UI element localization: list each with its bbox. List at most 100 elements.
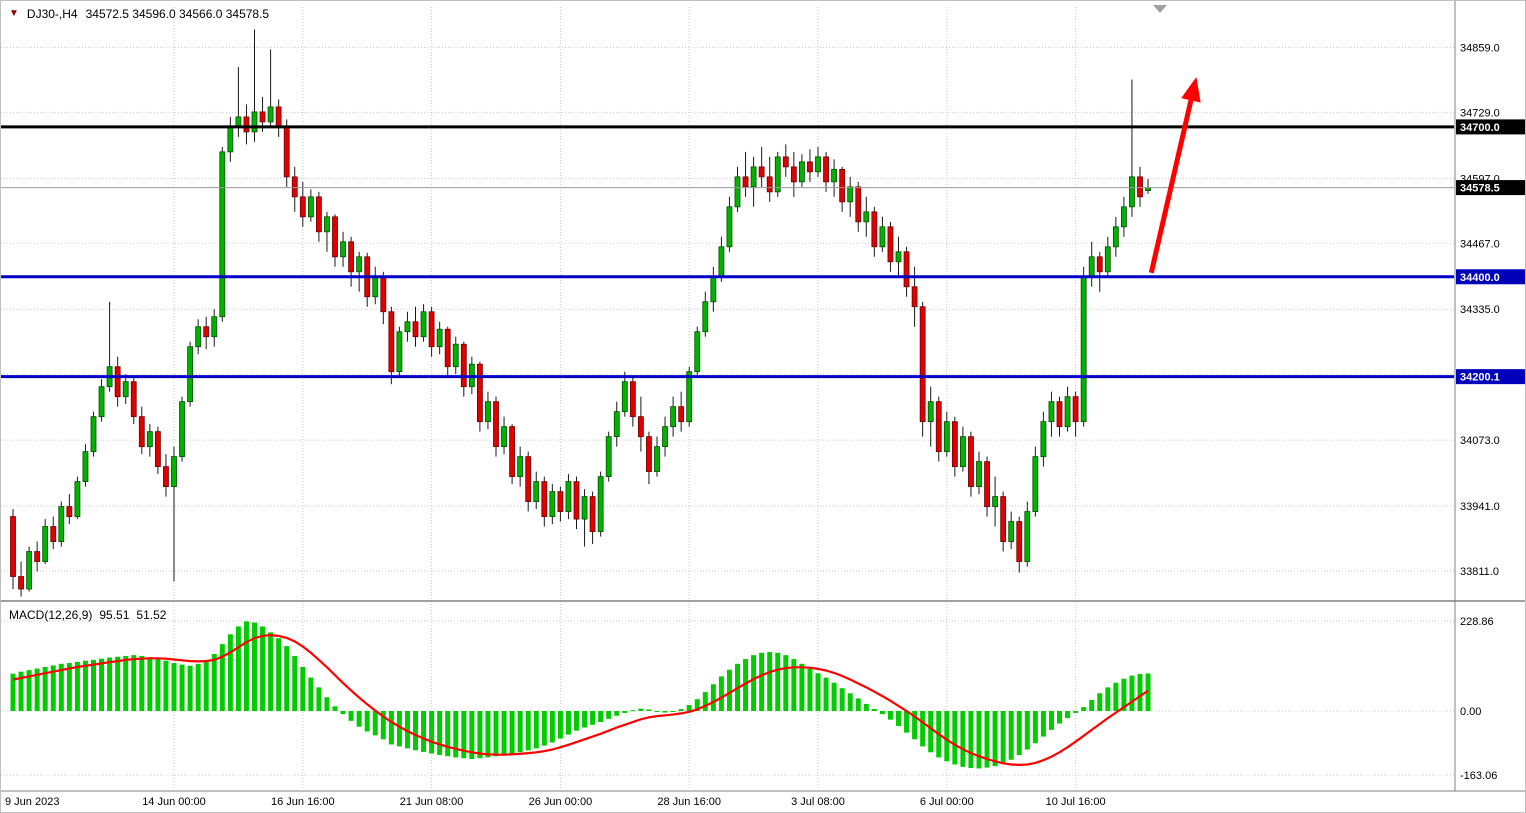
price-axis-label: 34335.0	[1460, 304, 1500, 316]
scroll-to-end-icon[interactable]	[1153, 5, 1167, 13]
candle-up	[251, 111, 258, 133]
macd-histogram-bar	[751, 655, 757, 711]
price-tag-label: 34200.1	[1460, 372, 1500, 384]
macd-histogram-bar	[904, 711, 910, 733]
macd-histogram-bar	[557, 711, 563, 739]
macd-histogram-bar	[574, 711, 579, 731]
candle-up	[654, 446, 660, 473]
macd-histogram-bar	[348, 711, 354, 721]
macd-histogram-bar	[99, 658, 105, 711]
macd-axis-label: 228.86	[1460, 616, 1494, 628]
macd-histogram-bar	[1097, 693, 1103, 711]
macd-histogram-bar	[187, 665, 193, 711]
macd-histogram-bar	[582, 711, 588, 728]
candle-up	[621, 381, 628, 413]
candle-up	[1080, 276, 1087, 423]
price-tag	[1456, 369, 1525, 385]
macd-histogram-bar	[887, 711, 893, 720]
macd-histogram-bar	[831, 682, 837, 711]
candle-down	[678, 406, 685, 423]
candle-up	[267, 106, 274, 123]
trend-arrow-shaft[interactable]	[1148, 99, 1194, 274]
candle-up	[702, 301, 709, 333]
macd-histogram-bar	[74, 661, 80, 711]
macd-histogram-bar	[702, 692, 708, 711]
candle-up	[98, 386, 105, 418]
candle-down	[66, 506, 73, 517]
candle-up	[831, 168, 837, 183]
macd-histogram-bar	[155, 658, 161, 711]
candle-up	[1112, 226, 1119, 248]
candle-up	[211, 316, 218, 338]
candle-up	[1048, 401, 1055, 423]
candle-up	[372, 276, 379, 298]
candle-up	[774, 156, 781, 193]
candle-down	[790, 166, 797, 183]
candle-up	[581, 496, 588, 520]
candle-up	[726, 206, 733, 248]
candle-up	[1129, 176, 1135, 208]
candle-up	[613, 411, 620, 438]
candle-up	[122, 381, 129, 398]
macd-histogram-bar	[316, 687, 322, 711]
trend-arrow-head-icon[interactable]	[1181, 76, 1201, 103]
candle-down	[782, 156, 789, 168]
macd-histogram-bar	[58, 663, 64, 711]
candle-down	[348, 241, 355, 273]
macd-histogram-bar	[42, 666, 48, 711]
macd-histogram-bar	[1024, 711, 1030, 750]
candle-up	[734, 176, 741, 208]
macd-histogram-bar	[1105, 687, 1111, 711]
macd-histogram-bar	[493, 711, 499, 757]
candle-down	[1096, 256, 1103, 273]
candle-up	[485, 401, 491, 423]
candle-up	[307, 196, 314, 218]
macd-histogram-bar	[10, 673, 16, 711]
macd-histogram-bar	[1113, 682, 1119, 711]
macd-histogram-bar	[968, 711, 974, 769]
candle-down	[911, 286, 918, 308]
candle-down	[1000, 496, 1007, 542]
candle-up	[847, 186, 854, 203]
candle-down	[428, 311, 435, 348]
candle-down	[557, 491, 564, 512]
price-axis-label: 34729.0	[1460, 107, 1500, 119]
macd-histogram-bar	[477, 711, 483, 759]
macd-histogram-bar	[630, 710, 636, 712]
macd-histogram-bar	[437, 711, 443, 756]
candle-down	[525, 456, 532, 502]
macd-histogram-bar	[952, 711, 958, 765]
candle-down	[283, 126, 290, 178]
price-tag-label: 34700.0	[1460, 122, 1500, 134]
macd-histogram-bar	[1032, 711, 1038, 744]
candle-down	[154, 431, 161, 468]
macd-histogram-bar	[984, 711, 990, 768]
candle-down	[919, 306, 926, 423]
macd-histogram-bar	[533, 711, 539, 749]
candle-down	[476, 363, 483, 423]
candle-up	[976, 461, 982, 487]
time-axis-label: 9 Jun 2023	[5, 796, 59, 808]
candle-up	[992, 496, 998, 507]
candle-down	[380, 276, 387, 313]
candle-up	[219, 151, 226, 318]
macd-axis-label: -163.06	[1460, 770, 1497, 782]
candle-up	[396, 331, 403, 373]
candle-up	[549, 491, 556, 517]
candle-down	[742, 176, 749, 188]
candle-up	[597, 476, 604, 532]
macd-histogram-bar	[1121, 678, 1127, 711]
macd-histogram-bar	[823, 677, 829, 711]
macd-histogram-bar	[501, 711, 507, 756]
macd-histogram-bar	[308, 677, 314, 711]
macd-histogram-bar	[525, 711, 531, 751]
price-axis-label: 34467.0	[1460, 238, 1500, 250]
macd-histogram-bar	[26, 670, 32, 711]
candle-down	[299, 196, 306, 218]
macd-histogram-bar	[268, 632, 274, 711]
macd-histogram-bar	[364, 711, 370, 732]
candle-up	[1088, 256, 1095, 278]
macd-histogram-bar	[372, 711, 378, 736]
